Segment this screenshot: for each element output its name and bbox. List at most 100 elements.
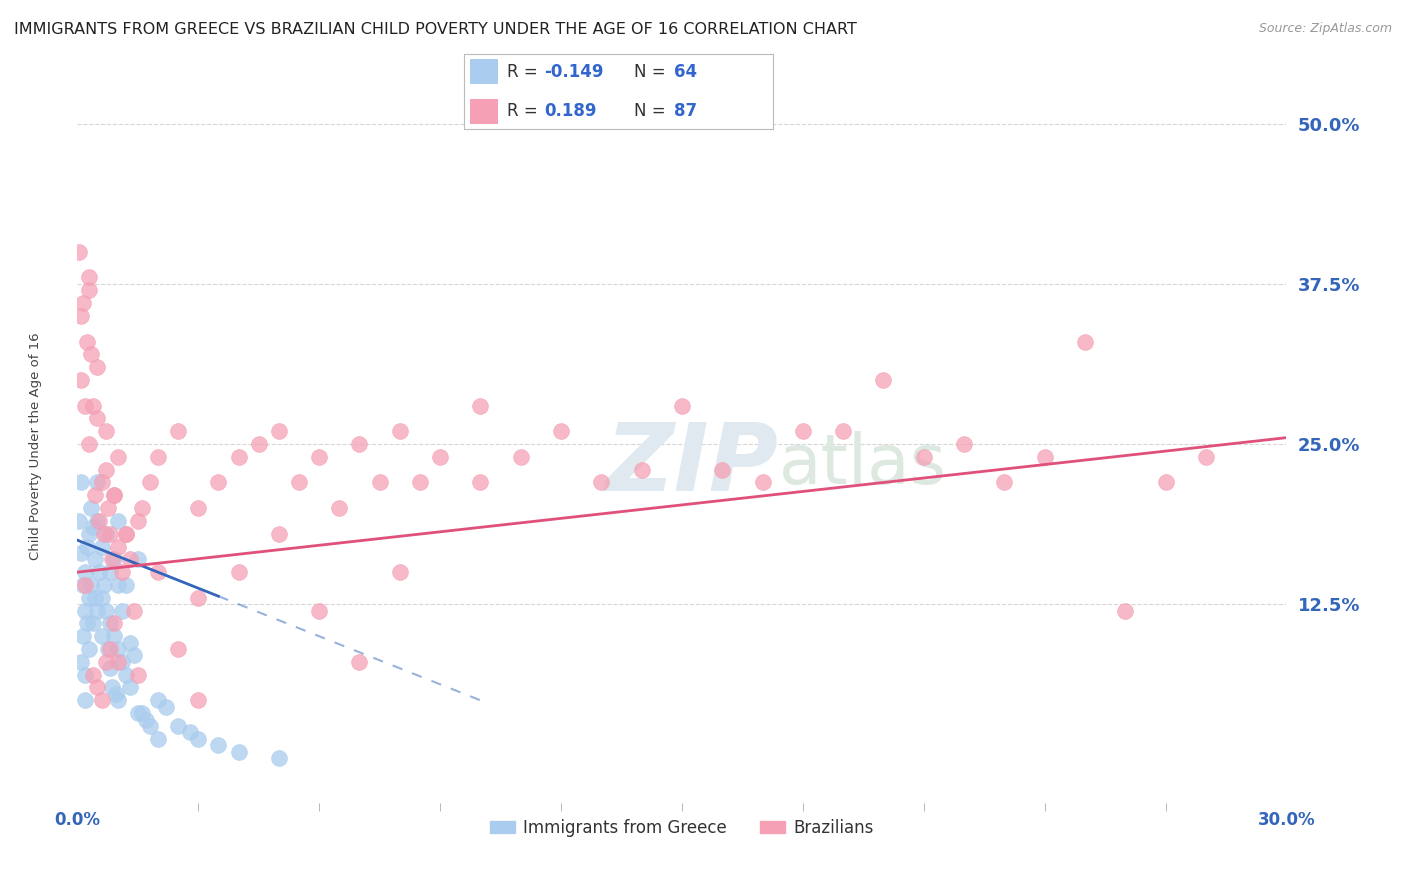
Point (179, 725, 201, 739)
Point (872, 373, 894, 387)
Point (267, 526, 290, 541)
Text: 0.189: 0.189 (544, 103, 598, 120)
Point (79, 526, 101, 541)
Point (711, 463, 734, 477)
Point (107, 693, 129, 707)
Point (267, 751, 290, 765)
Point (146, 693, 169, 707)
Text: IMMIGRANTS FROM GREECE VS BRAZILIAN CHILD POVERTY UNDER THE AGE OF 16 CORRELATIO: IMMIGRANTS FROM GREECE VS BRAZILIAN CHIL… (14, 22, 856, 37)
Point (90, 629, 112, 643)
Point (76, 616, 98, 631)
Point (103, 552, 125, 566)
Point (70, 655, 93, 669)
Point (86, 604, 108, 618)
Point (103, 629, 125, 643)
Point (94, 655, 117, 669)
Text: 64: 64 (675, 62, 697, 80)
Point (127, 514, 149, 528)
Point (111, 655, 134, 669)
Point (591, 475, 613, 490)
Point (1074, 334, 1097, 349)
Point (96, 501, 118, 516)
Point (98, 526, 121, 541)
Point (94, 526, 117, 541)
Point (76, 334, 98, 349)
Point (111, 604, 134, 618)
Point (127, 667, 149, 681)
Point (94, 424, 117, 438)
Point (993, 475, 1015, 490)
Point (82, 520, 104, 534)
Point (98, 661, 121, 675)
Point (75, 693, 97, 707)
Point (118, 681, 141, 695)
Point (103, 616, 125, 631)
Point (79, 642, 101, 657)
Point (267, 424, 290, 438)
Point (90, 475, 112, 490)
Point (308, 450, 330, 464)
Point (368, 475, 391, 490)
Point (93, 578, 115, 592)
Text: Child Poverty Under the Age of 16: Child Poverty Under the Age of 16 (28, 332, 42, 560)
Point (76, 540, 98, 554)
Point (328, 501, 350, 516)
Point (75, 565, 97, 579)
Point (107, 642, 129, 657)
Point (308, 604, 330, 618)
Point (187, 591, 209, 605)
Point (79, 591, 101, 605)
Point (84, 488, 107, 502)
Point (429, 450, 451, 464)
Text: -0.149: -0.149 (544, 62, 605, 80)
Text: atlas: atlas (779, 431, 946, 498)
Point (107, 514, 129, 528)
Text: N =: N = (634, 103, 671, 120)
Point (349, 437, 371, 451)
Point (114, 526, 136, 541)
Point (98, 616, 121, 631)
Point (139, 719, 162, 733)
Point (70, 546, 93, 560)
Point (155, 699, 177, 714)
Point (146, 450, 169, 464)
FancyBboxPatch shape (470, 99, 498, 124)
Point (90, 591, 112, 605)
Point (70, 373, 93, 387)
Point (111, 565, 134, 579)
Point (82, 667, 104, 681)
Text: N =: N = (634, 62, 671, 80)
Point (94, 604, 117, 618)
Point (207, 475, 229, 490)
Point (84, 591, 107, 605)
Point (118, 635, 141, 649)
Point (470, 475, 492, 490)
Text: 87: 87 (675, 103, 697, 120)
Point (139, 475, 162, 490)
Point (832, 424, 855, 438)
Point (86, 475, 108, 490)
Point (912, 450, 935, 464)
Point (792, 424, 814, 438)
Point (630, 463, 652, 477)
Point (103, 488, 125, 502)
Point (86, 360, 108, 375)
Point (228, 745, 250, 759)
Point (228, 565, 250, 579)
Point (70, 475, 93, 490)
Point (89, 514, 111, 528)
FancyBboxPatch shape (470, 59, 498, 84)
Point (75, 667, 97, 681)
Point (90, 540, 112, 554)
Point (82, 399, 104, 413)
Point (100, 681, 122, 695)
Point (67, 244, 90, 259)
Point (72, 578, 94, 592)
Point (207, 738, 229, 752)
Point (104, 687, 127, 701)
Point (80, 347, 103, 361)
Point (107, 450, 129, 464)
Point (127, 552, 149, 566)
Point (671, 399, 693, 413)
Point (122, 648, 145, 663)
